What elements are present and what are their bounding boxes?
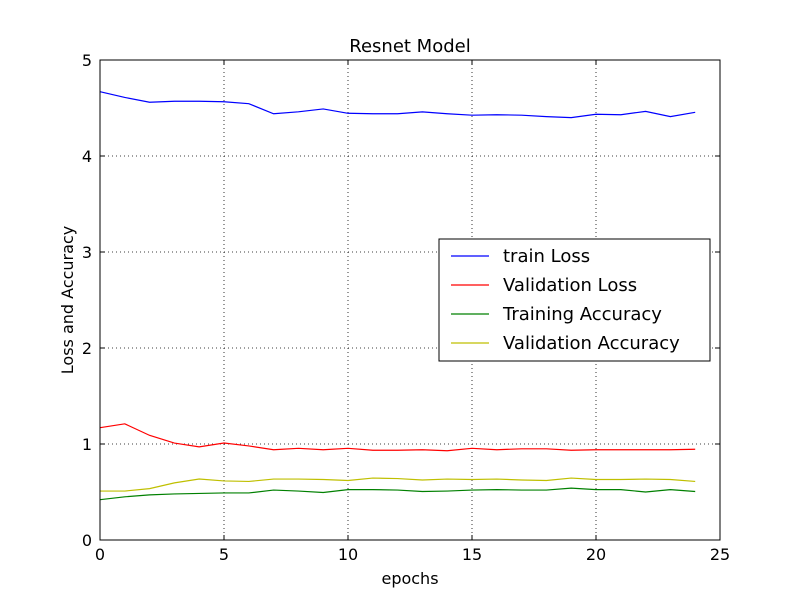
y-tick-label: 1 <box>82 435 92 454</box>
series-line-3 <box>100 477 696 492</box>
x-tick-label: 0 <box>95 545 105 564</box>
x-tick-label: 20 <box>586 545 606 564</box>
y-tick-label: 5 <box>82 51 92 70</box>
x-axis-label: epochs <box>381 569 438 588</box>
legend-box <box>438 238 711 362</box>
legend-label-0: train Loss <box>503 246 590 267</box>
x-tick-label: 25 <box>710 545 730 564</box>
series-line-0 <box>99 91 696 119</box>
legend-label-2: Training Accuracy <box>502 304 662 325</box>
legend-label-1: Validation Loss <box>503 275 637 296</box>
series-lines <box>99 91 696 501</box>
y-tick-label: 0 <box>82 531 92 550</box>
ticks: 0 5 10 15 20 25 0 1 2 3 4 5 <box>82 51 730 564</box>
chart-title: Resnet Model <box>349 36 470 57</box>
series-line-1 <box>99 423 696 452</box>
plot-frame <box>99 59 721 541</box>
y-tick-label: 2 <box>82 339 92 358</box>
y-tick-label: 4 <box>82 147 92 166</box>
legend: train Loss Validation Loss Training Accura… <box>438 238 711 362</box>
series-line-2 <box>99 487 696 501</box>
x-tick-label: 5 <box>219 545 229 564</box>
x-tick-label: 10 <box>338 545 358 564</box>
x-tick-label: 15 <box>462 545 482 564</box>
y-axis-label: Loss and Accuracy <box>58 226 77 374</box>
y-tick-label: 3 <box>82 243 92 262</box>
legend-label-3: Validation Accuracy <box>503 333 680 354</box>
